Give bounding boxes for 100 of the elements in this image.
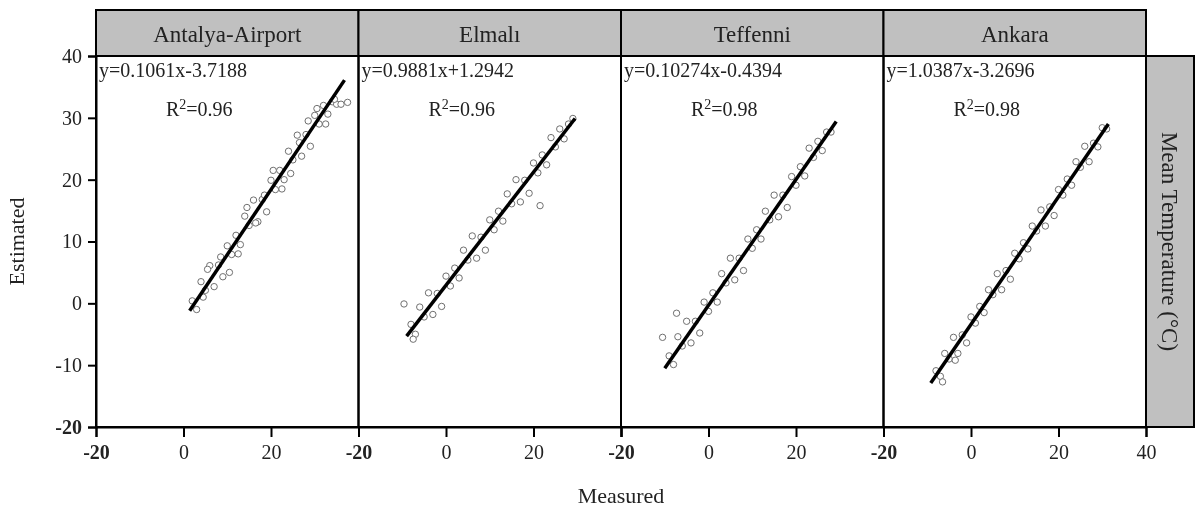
point	[984, 286, 993, 294]
point	[536, 201, 544, 210]
point	[472, 254, 481, 262]
point	[556, 125, 564, 133]
point	[801, 172, 809, 180]
annotation: R$^{2}$=0.98	[691, 96, 758, 120]
point	[499, 217, 507, 225]
point	[744, 235, 752, 243]
point	[1081, 142, 1089, 150]
point	[739, 266, 748, 275]
point	[669, 360, 678, 369]
point	[534, 169, 542, 177]
point	[1006, 275, 1015, 283]
point	[446, 282, 455, 290]
point	[713, 298, 721, 306]
y-tick-label: -20	[55, 415, 82, 438]
point	[455, 274, 463, 282]
point	[442, 272, 450, 280]
text: Mean Temperature (°C)	[1157, 131, 1182, 352]
point	[234, 250, 242, 258]
point	[1072, 158, 1080, 166]
point	[217, 253, 225, 261]
point	[993, 269, 1001, 278]
point	[770, 191, 778, 199]
point	[1037, 206, 1045, 214]
annotation: y=0.10274x-0.4394	[624, 59, 782, 82]
point	[1067, 181, 1076, 189]
x-tick-label: 40	[1136, 441, 1157, 464]
point	[674, 333, 682, 341]
point	[225, 268, 234, 277]
point	[1028, 222, 1036, 230]
point	[297, 152, 306, 160]
point	[516, 198, 525, 206]
point	[278, 185, 286, 193]
point	[672, 309, 681, 317]
point	[503, 190, 511, 198]
x-tick-label: 20	[1049, 441, 1069, 464]
annotation: R$^{2}$=0.96	[428, 96, 496, 120]
point	[490, 226, 498, 234]
point	[322, 120, 330, 128]
point	[304, 117, 312, 125]
annotation: R$^{2}$=0.98	[953, 96, 1021, 120]
point	[306, 142, 315, 150]
point	[337, 100, 345, 108]
x-tick-label: 20	[524, 441, 544, 464]
point	[512, 175, 520, 184]
point	[1085, 158, 1093, 166]
point	[726, 254, 735, 262]
annotation: y=1.0387x-3.2696	[886, 59, 1035, 82]
point	[486, 216, 494, 224]
point	[783, 203, 791, 212]
x-tick-label: 0	[704, 441, 714, 464]
point	[236, 240, 245, 249]
point	[997, 286, 1006, 294]
point	[682, 317, 691, 325]
point	[311, 111, 319, 120]
point	[1050, 211, 1058, 220]
x-tick-label: 0	[441, 441, 452, 464]
x-tick-label: 0	[179, 441, 189, 464]
point	[700, 298, 708, 306]
point	[243, 203, 251, 212]
point	[409, 335, 417, 343]
annotation: y=0.1061x-3.7188	[99, 59, 247, 82]
point	[343, 98, 352, 107]
point	[949, 333, 958, 342]
point	[941, 349, 949, 358]
point	[787, 172, 796, 181]
point	[951, 356, 959, 364]
chart-title: Ankara	[980, 22, 1049, 47]
point	[529, 159, 538, 167]
point	[818, 146, 826, 155]
y-tick-label: 0	[72, 292, 82, 315]
chart-title: Antalya-Airport	[153, 22, 302, 47]
point	[717, 269, 726, 278]
point	[962, 339, 971, 347]
y-tick-label: 10	[62, 230, 82, 253]
point	[267, 176, 275, 184]
point	[324, 110, 332, 118]
point	[542, 161, 551, 169]
x-tick-label: 0	[966, 441, 977, 464]
point	[210, 282, 218, 291]
point	[1024, 245, 1032, 253]
point	[287, 169, 295, 178]
y-tick-label: 40	[62, 44, 82, 67]
point	[658, 333, 667, 342]
point	[437, 302, 446, 311]
point	[731, 276, 739, 284]
point	[774, 213, 783, 221]
y-axis-title: Estimated	[4, 197, 29, 286]
point	[1011, 249, 1019, 257]
point	[459, 246, 468, 254]
point	[400, 300, 408, 308]
point	[1094, 143, 1102, 151]
point	[757, 235, 765, 243]
chart-title: Teffenni	[713, 22, 791, 47]
point	[696, 329, 704, 337]
point	[262, 208, 271, 216]
point	[687, 339, 695, 347]
y-tick-label: 30	[62, 106, 82, 129]
annotation: y=0.9881x+1.2942	[361, 59, 515, 82]
